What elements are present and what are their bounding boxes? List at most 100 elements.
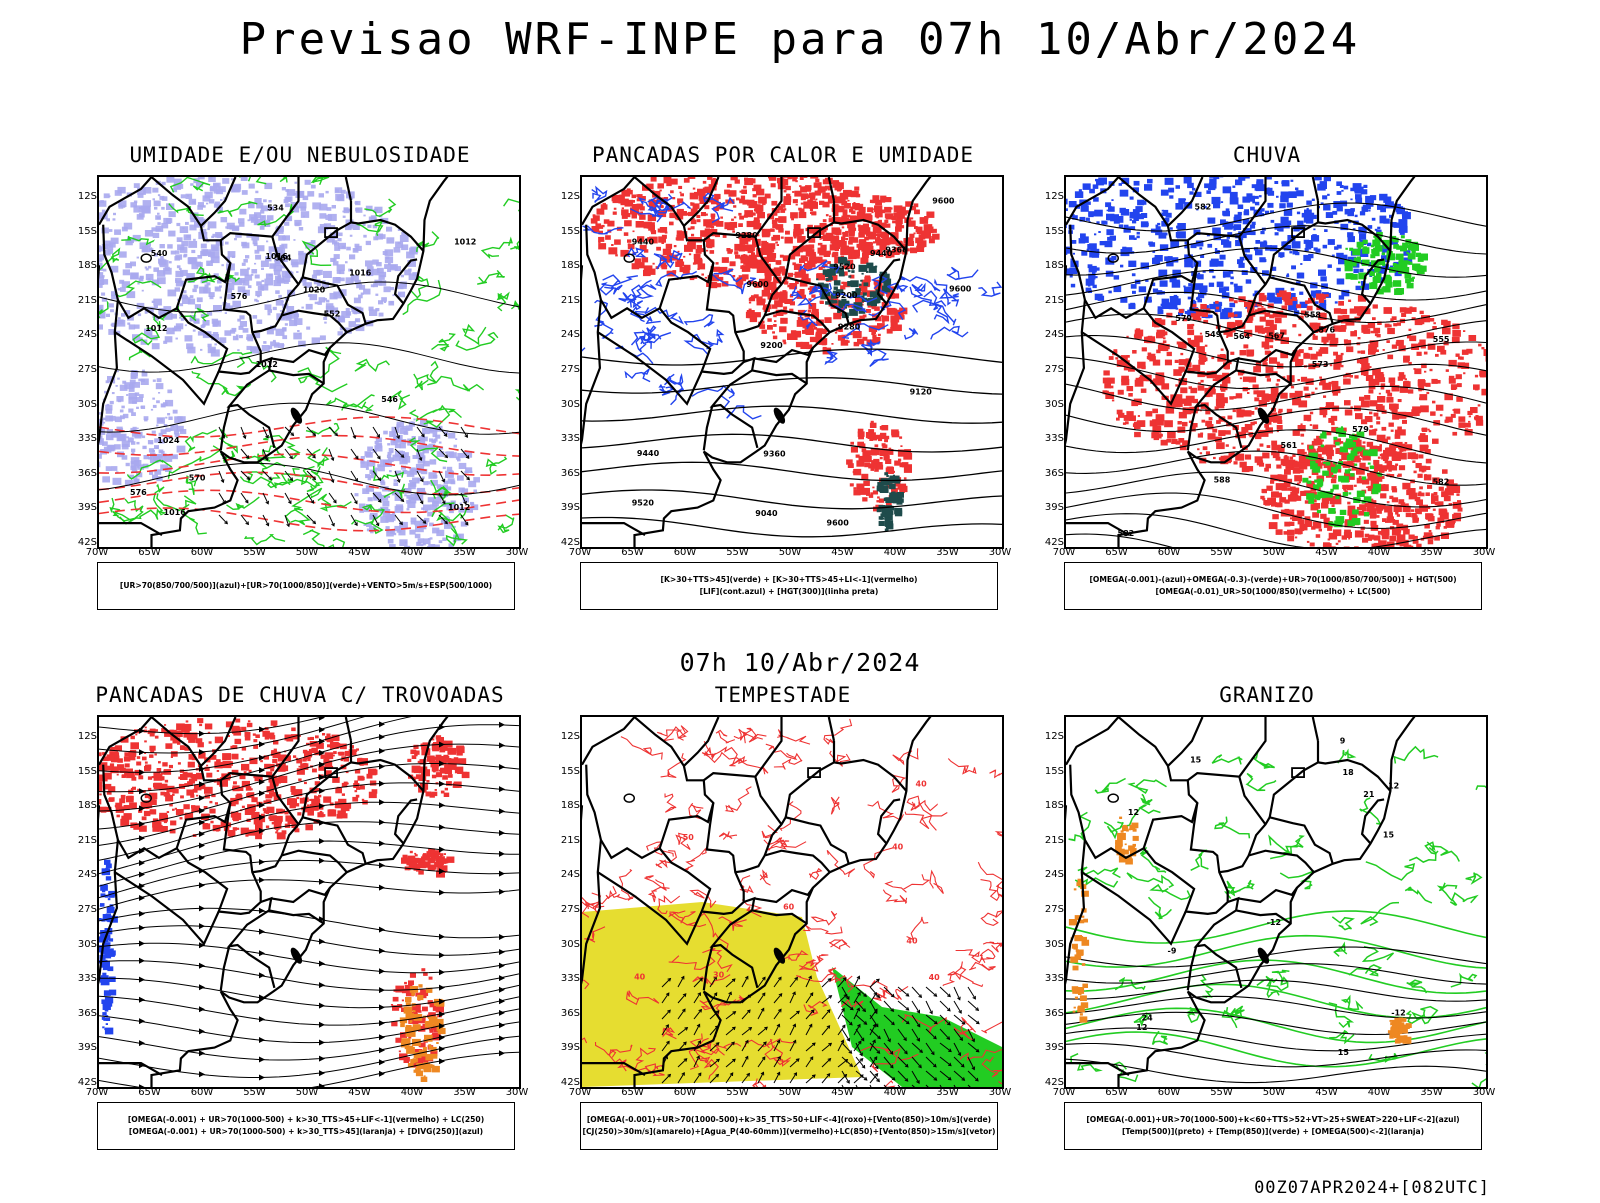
- panel-trovoadas: PANCADAS DE CHUVA C/ TROVOADAS [OMEGA(-0…: [55, 683, 545, 1203]
- svg-text:9040: 9040: [755, 509, 778, 518]
- svg-text:1016: 1016: [349, 269, 372, 278]
- svg-text:9520: 9520: [833, 263, 856, 272]
- lon-tick-label: 30W: [980, 1087, 1020, 1098]
- lat-tick-label: 24S: [546, 329, 580, 340]
- panel-legend: [OMEGA(-0.001)+UR>70(1000-500)+k>35_TTS>…: [580, 1102, 998, 1150]
- lon-tick-label: 55W: [1202, 1087, 1242, 1098]
- height-contours: [582, 349, 1002, 537]
- panel-legend: [OMEGA(-0.001)+UR>70(1000-500)+k<60+TTS>…: [1064, 1102, 1482, 1150]
- lat-tick-label: 36S: [63, 468, 97, 479]
- lon-tick-label: 35W: [445, 547, 485, 558]
- svg-text:540: 540: [151, 249, 168, 258]
- svg-text:9600: 9600: [827, 519, 850, 528]
- svg-text:1024: 1024: [157, 436, 180, 445]
- map-canvas: 9600960096009600952095209440944094409360…: [582, 177, 1002, 547]
- lat-tick-label: 21S: [63, 295, 97, 306]
- lat-tick-label: 33S: [546, 433, 580, 444]
- lat-tick-label: 39S: [1030, 502, 1064, 513]
- lat-tick-label: 33S: [1030, 433, 1064, 444]
- panel-legend: [OMEGA(-0.001) + UR>70(1000-500) + k>30_…: [97, 1102, 515, 1150]
- lat-tick-label: 12S: [546, 191, 580, 202]
- legend-line: [CJ(250)>30m/s](amarelo)+[Agua_P(40-60mm…: [581, 1126, 997, 1138]
- lat-tick-label: 12S: [1030, 191, 1064, 202]
- lat-tick-label: 27S: [1030, 364, 1064, 375]
- lat-tick-label: 18S: [1030, 800, 1064, 811]
- lat-tick-label: 15S: [546, 766, 580, 777]
- legend-line: [Temp(500)](preto) + [Temp(850)](verde) …: [1065, 1126, 1481, 1138]
- lat-tick-label: 27S: [546, 364, 580, 375]
- map-canvas: [99, 717, 519, 1087]
- svg-text:9200: 9200: [835, 291, 858, 300]
- panel-title: TEMPESTADE: [538, 683, 1028, 707]
- lon-tick-label: 40W: [392, 547, 432, 558]
- lat-tick-label: 36S: [1030, 468, 1064, 479]
- lat-tick-label: 18S: [1030, 260, 1064, 271]
- lat-tick-label: 30S: [63, 939, 97, 950]
- lat-tick-label: 21S: [1030, 295, 1064, 306]
- svg-text:1012: 1012: [145, 324, 167, 333]
- lon-tick-label: 60W: [182, 547, 222, 558]
- lon-tick-label: 40W: [875, 1087, 915, 1098]
- lat-tick-label: 27S: [63, 904, 97, 915]
- panel-legend: [OMEGA(-0.001)-(azul)+OMEGA(-0.3)-(verde…: [1064, 562, 1482, 610]
- lat-tick-label: 27S: [63, 364, 97, 375]
- lon-tick-label: 50W: [770, 1087, 810, 1098]
- lon-tick-label: 35W: [928, 547, 968, 558]
- lat-tick-label: 24S: [546, 869, 580, 880]
- map-borders: [1066, 717, 1436, 1087]
- lat-tick-label: 18S: [546, 260, 580, 271]
- lon-tick-label: 55W: [235, 547, 275, 558]
- lat-tick-label: 33S: [63, 973, 97, 984]
- lon-tick-label: 65W: [613, 1087, 653, 1098]
- svg-text:9520: 9520: [632, 498, 655, 507]
- lon-tick-label: 30W: [497, 547, 537, 558]
- lat-tick-label: 24S: [1030, 869, 1064, 880]
- lat-tick-label: 30S: [546, 399, 580, 410]
- lat-tick-label: 39S: [546, 1042, 580, 1053]
- lon-tick-label: 55W: [235, 1087, 275, 1098]
- lat-tick-label: 12S: [1030, 731, 1064, 742]
- lat-tick-label: 15S: [1030, 226, 1064, 237]
- lat-tick-label: 33S: [1030, 973, 1064, 984]
- lon-tick-label: 65W: [1097, 547, 1137, 558]
- lat-tick-label: 21S: [63, 835, 97, 846]
- svg-text:9600: 9600: [932, 196, 955, 205]
- legend-line: [LIF](cont.azul) + [HGT(300)](linha pret…: [581, 586, 997, 598]
- lon-tick-label: 35W: [928, 1087, 968, 1098]
- lon-tick-label: 45W: [1307, 547, 1347, 558]
- lat-tick-label: 30S: [63, 399, 97, 410]
- lon-tick-label: 70W: [77, 1087, 117, 1098]
- panel-title: GRANIZO: [1022, 683, 1512, 707]
- lon-tick-label: 35W: [1412, 547, 1452, 558]
- lat-tick-label: 39S: [1030, 1042, 1064, 1053]
- lat-tick-label: 18S: [546, 800, 580, 811]
- lat-tick-label: 36S: [63, 1008, 97, 1019]
- svg-text:9440: 9440: [637, 449, 660, 458]
- shaded-area: [401, 848, 454, 877]
- lon-tick-label: 40W: [392, 1087, 432, 1098]
- svg-text:576: 576: [130, 488, 147, 497]
- lat-tick-label: 39S: [546, 502, 580, 513]
- svg-text:1012: 1012: [454, 237, 476, 246]
- lon-tick-label: 70W: [1044, 547, 1084, 558]
- page-title: Previsao WRF-INPE para 07h 10/Abr/2024: [0, 14, 1600, 65]
- lon-tick-label: 50W: [770, 547, 810, 558]
- svg-text:9440: 9440: [632, 238, 655, 247]
- lon-tick-label: 60W: [665, 1087, 705, 1098]
- legend-line: [OMEGA(-0.001)-(azul)+OMEGA(-0.3)-(verde…: [1065, 574, 1481, 586]
- panel-legend: [UR>70(850/700/500)](azul)+[UR>70(1000/8…: [97, 562, 515, 610]
- lon-tick-label: 50W: [287, 1087, 327, 1098]
- lat-tick-label: 21S: [546, 835, 580, 846]
- lon-tick-label: 45W: [823, 547, 863, 558]
- lat-tick-label: 15S: [546, 226, 580, 237]
- shaded-area: [99, 370, 186, 487]
- panel-title: CHUVA: [1022, 143, 1512, 167]
